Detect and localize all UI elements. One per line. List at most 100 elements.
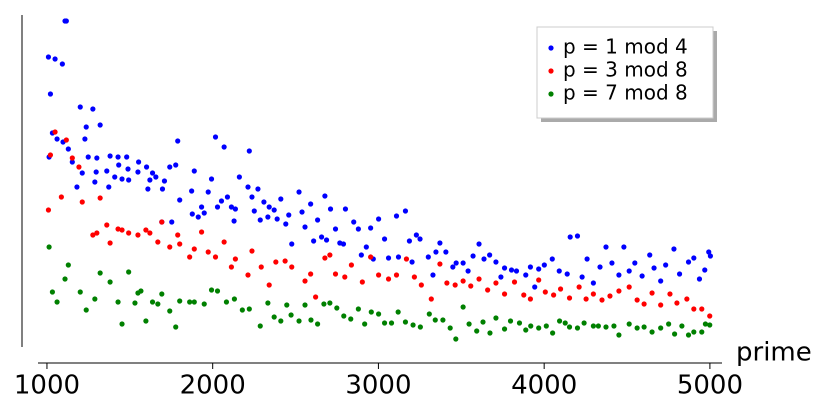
legend-label: p = 7 mod 8: [563, 81, 688, 105]
point: [663, 262, 669, 268]
point: [115, 154, 121, 160]
point: [191, 299, 197, 305]
point: [69, 159, 75, 165]
point: [706, 249, 712, 255]
point: [97, 122, 103, 128]
point: [112, 174, 118, 180]
point: [125, 166, 131, 172]
point: [647, 252, 653, 258]
point: [124, 154, 130, 160]
point: [257, 323, 263, 329]
point: [212, 134, 219, 140]
x-tick-label: 3000: [345, 371, 411, 401]
point: [126, 177, 132, 183]
point: [265, 300, 271, 306]
point: [104, 222, 110, 228]
point: [308, 317, 314, 323]
point: [536, 277, 542, 283]
point: [583, 296, 589, 302]
point: [228, 264, 235, 270]
point: [308, 201, 314, 207]
point: [453, 260, 459, 266]
point: [107, 279, 113, 285]
point: [590, 280, 596, 286]
point: [286, 212, 292, 218]
point: [191, 168, 197, 174]
point: [221, 144, 227, 150]
point: [679, 323, 685, 329]
point: [255, 186, 261, 192]
x-tick-label: 2000: [180, 371, 246, 401]
point: [289, 264, 295, 270]
point: [402, 208, 409, 214]
point: [432, 317, 438, 323]
point: [527, 264, 534, 270]
point: [437, 240, 443, 246]
point: [476, 241, 482, 247]
point: [466, 321, 472, 327]
point: [167, 308, 173, 314]
point: [460, 304, 466, 310]
point: [501, 326, 508, 332]
legend-marker: [548, 68, 554, 74]
point: [59, 61, 65, 67]
point: [428, 296, 434, 302]
point: [221, 239, 227, 245]
point: [549, 256, 555, 262]
point: [173, 324, 179, 330]
point: [599, 297, 605, 303]
point: [52, 56, 58, 62]
point: [93, 169, 99, 175]
point: [106, 184, 112, 190]
point: [691, 306, 697, 312]
point: [385, 276, 392, 282]
point: [187, 254, 193, 260]
point: [418, 282, 424, 288]
point: [556, 318, 563, 324]
point: [149, 299, 156, 305]
point: [327, 206, 334, 212]
point: [135, 232, 141, 238]
point: [167, 244, 173, 250]
point: [289, 241, 295, 247]
point: [658, 302, 664, 308]
point: [362, 321, 368, 327]
point: [696, 276, 703, 282]
point: [671, 331, 678, 337]
point: [507, 318, 514, 324]
point: [684, 296, 690, 302]
point: [198, 229, 205, 235]
point: [487, 252, 493, 258]
x-tick-label: 4000: [511, 371, 577, 401]
point: [632, 260, 638, 266]
point: [334, 305, 340, 311]
point: [699, 329, 705, 335]
point: [208, 176, 215, 182]
point: [341, 313, 347, 319]
point: [508, 267, 515, 273]
point: [159, 219, 165, 225]
point: [54, 299, 60, 305]
point: [149, 170, 156, 176]
point: [314, 217, 321, 223]
point: [47, 91, 54, 97]
point: [603, 324, 609, 330]
point: [58, 194, 64, 200]
point: [258, 264, 264, 270]
point: [143, 227, 149, 233]
point: [699, 306, 705, 312]
point: [327, 252, 333, 258]
point: [143, 318, 149, 324]
point: [239, 307, 245, 313]
point: [322, 193, 328, 199]
point: [368, 309, 374, 315]
point: [541, 262, 547, 268]
point: [564, 271, 570, 277]
point: [444, 280, 450, 286]
point: [132, 300, 138, 306]
point: [501, 291, 508, 297]
point: [271, 207, 277, 213]
point: [274, 216, 280, 222]
point: [63, 18, 69, 24]
point: [363, 244, 369, 250]
